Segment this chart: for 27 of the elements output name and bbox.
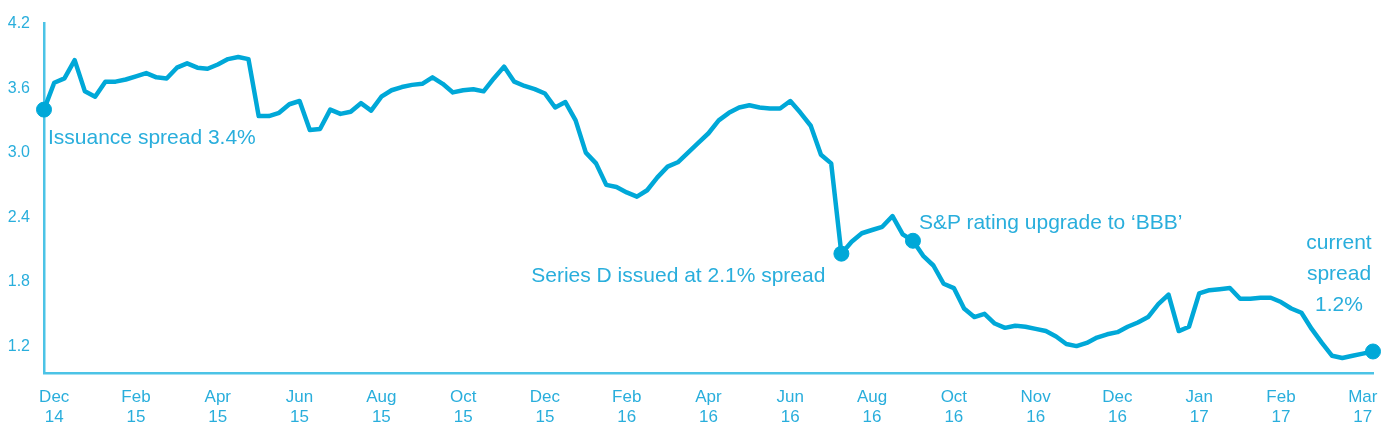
x-tick-label: Feb 16 [612, 386, 642, 427]
y-tick-label: 2.4 [7, 207, 31, 225]
x-tick-label: Jun 15 [285, 386, 314, 427]
x-tick-label: Feb 15 [121, 386, 151, 427]
y-tick-label: 3.6 [7, 78, 31, 96]
x-tick-label: Oct 16 [940, 386, 968, 427]
annotation: S&P rating upgrade to ‘BBB’ [918, 209, 1183, 233]
x-tick-label: Apr 16 [695, 386, 723, 427]
y-tick-label: 4.2 [7, 14, 31, 32]
x-tick-label: Oct 15 [449, 386, 477, 427]
annotation: current spread 1.2% [1306, 230, 1372, 316]
x-tick-label: Jan 17 [1185, 386, 1213, 427]
x-tick-label: Mar 17 [1348, 386, 1378, 427]
x-tick-label: Nov 16 [1020, 386, 1052, 427]
x-tick-label: Dec 16 [1102, 386, 1134, 427]
x-tick-label: Jun 16 [776, 386, 804, 427]
x-tick-label: Apr 15 [204, 386, 232, 427]
y-tick-label: 1.8 [7, 272, 31, 290]
x-tick-label: Aug 15 [366, 386, 397, 427]
y-tick-label: 3.0 [7, 143, 31, 161]
x-tick-label: Dec 15 [529, 386, 561, 427]
annotation: Series D issued at 2.1% spread [531, 262, 826, 286]
x-tick-label: Dec 14 [39, 386, 70, 427]
y-tick-label: 1.2 [7, 336, 31, 354]
x-tick-label: Aug 16 [856, 386, 888, 427]
annotation: Issuance spread 3.4% [48, 124, 256, 148]
x-tick-label: Feb 17 [1266, 386, 1296, 427]
